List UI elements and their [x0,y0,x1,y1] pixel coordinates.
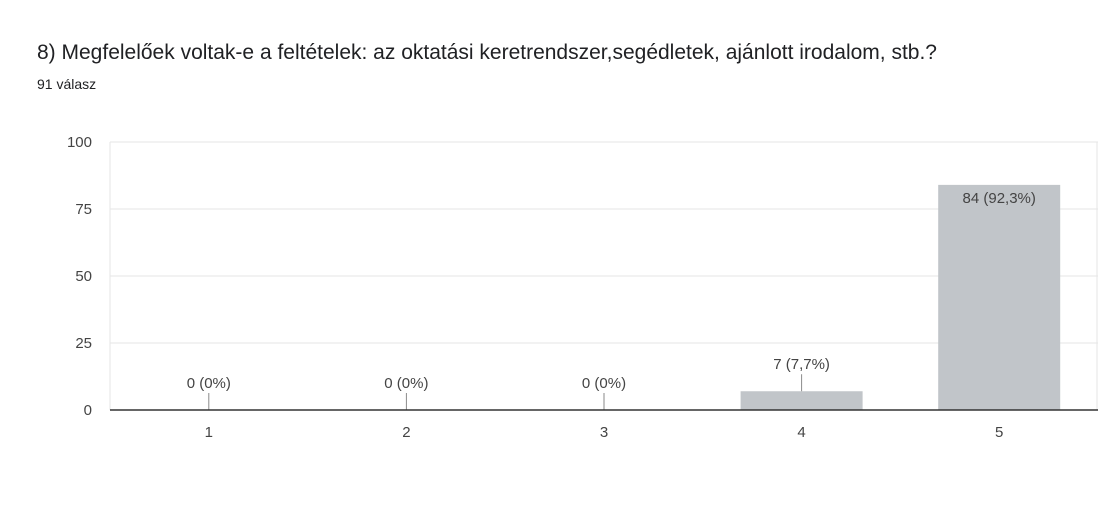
x-tick-label: 2 [402,424,410,441]
x-tick-label: 3 [600,424,608,441]
bar [938,184,1061,410]
x-tick-label: 1 [205,424,213,441]
data-label: 7 (7,7%) [773,356,830,373]
x-tick-label: 4 [797,424,805,441]
y-tick-label: 50 [75,268,92,285]
data-label: 0 (0%) [582,375,626,392]
question-title: 8) Megfelelőek voltak-e a feltételek: az… [37,41,937,64]
response-count: 91 válasz [37,76,97,92]
data-label: 0 (0%) [187,375,231,392]
y-tick-label: 75 [75,201,92,218]
y-tick-label: 25 [75,335,92,352]
bar [740,391,863,410]
y-tick-label: 0 [84,402,92,419]
data-label: 84 (92,3%) [963,190,1036,207]
x-tick-label: 5 [995,424,1003,441]
y-tick-label: 100 [67,134,92,151]
data-label: 0 (0%) [384,375,428,392]
